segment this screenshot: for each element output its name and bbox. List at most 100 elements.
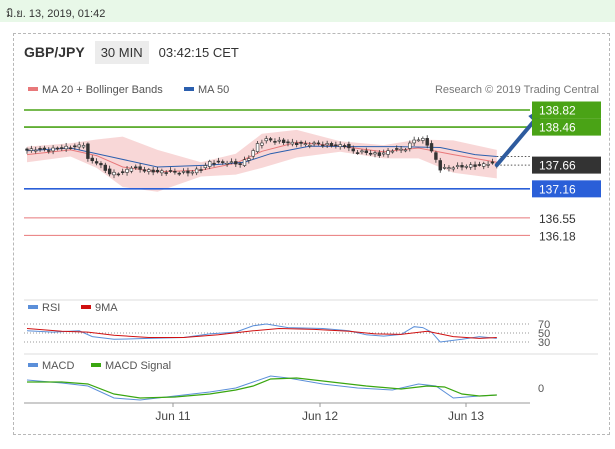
candle-body <box>334 144 338 147</box>
candle-body <box>151 169 155 173</box>
level-label-138.46: 138.46 <box>539 121 576 135</box>
candle-body <box>325 143 329 146</box>
forecast-arrow <box>494 114 541 168</box>
candle-body <box>203 165 208 169</box>
candle-body <box>225 162 229 165</box>
candle-body <box>138 166 142 170</box>
rsi-legend-entry-1: 9MA <box>95 302 118 314</box>
candle-body <box>386 150 390 155</box>
legend-entry-1: MA 50 <box>198 84 229 96</box>
x-axis: Jun 11 Jun 12 Jun 13 <box>24 402 530 423</box>
macd-panel: MACD MACD Signal 0 <box>24 353 598 401</box>
candle-body <box>73 145 77 148</box>
candle-body <box>25 148 29 151</box>
candle-body <box>134 166 138 169</box>
rsi-legend-swatch-0 <box>28 305 38 309</box>
candle-body <box>377 152 382 156</box>
candle-body <box>321 144 325 147</box>
macd-legend-entry-0: MACD <box>42 360 74 372</box>
candle-body <box>221 161 225 163</box>
legend-swatch-1 <box>184 87 194 91</box>
pair-title: GBP/JPY <box>24 44 85 60</box>
candle-body <box>477 164 482 166</box>
rsi-legend-entry-0: RSI <box>42 302 60 314</box>
credit-text: Research © 2019 Trading Central <box>435 84 599 96</box>
candle-body <box>294 142 299 145</box>
candle-body <box>47 150 51 152</box>
candle-body <box>177 172 181 175</box>
bollinger-band-layer <box>27 129 497 192</box>
candle-body <box>260 142 264 146</box>
candle-body <box>303 143 308 145</box>
candle-body <box>421 138 425 141</box>
candle-body <box>77 144 81 148</box>
candle-body <box>242 159 247 166</box>
candle-body <box>173 171 177 173</box>
date-time: มิ.ย. 13, 2019, 01:42 <box>6 8 106 20</box>
candle-body <box>251 150 255 157</box>
candle-body <box>425 138 429 146</box>
candle-body <box>442 167 447 169</box>
level-box-138.82 <box>532 101 601 119</box>
candle-body <box>125 168 129 173</box>
candle-body <box>268 138 273 141</box>
candle-body <box>390 150 395 153</box>
candle-body <box>486 164 490 166</box>
candle-body <box>316 142 321 145</box>
level-label-137.16: 137.16 <box>539 182 576 196</box>
ma50-line <box>26 145 497 168</box>
time-label: 03:42:15 CET <box>158 44 239 60</box>
candle-body <box>447 167 451 169</box>
x-tick-label: Jun 11 <box>155 409 190 423</box>
candle-body <box>229 161 234 164</box>
candle-body <box>403 149 408 152</box>
candle-body <box>129 167 134 172</box>
candle-body <box>107 168 112 175</box>
candle-body <box>238 163 242 165</box>
macd-legend-swatch-1 <box>91 363 101 367</box>
candle-body <box>116 173 121 176</box>
candle-body <box>490 161 495 164</box>
candle-body <box>408 142 412 149</box>
candle-body <box>64 145 68 150</box>
candle-body <box>216 160 221 163</box>
candle-body <box>290 141 295 145</box>
level-box-137.66 <box>532 156 601 174</box>
candles-layer <box>25 135 499 179</box>
candle-body <box>68 147 73 150</box>
candle-body <box>281 139 286 143</box>
macd-tick-0: 0 <box>538 383 544 395</box>
candle-body <box>329 143 334 147</box>
candle-body <box>451 167 455 170</box>
candle-body <box>255 143 260 152</box>
candle-body <box>355 152 360 154</box>
legend-entry-0: MA 20 + Bollinger Bands <box>42 84 163 96</box>
candle-body <box>199 169 203 171</box>
candle-body <box>338 144 342 148</box>
candle-body <box>155 169 160 173</box>
level-label-136.18: 136.18 <box>539 229 576 243</box>
legend-swatch-0 <box>28 87 38 91</box>
candle-body <box>473 164 477 167</box>
candle-body <box>99 163 103 166</box>
candle-body <box>60 147 64 149</box>
date-bar: มิ.ย. 13, 2019, 01:42 <box>0 0 615 22</box>
macd-legend-swatch-0 <box>28 363 38 367</box>
rsi-line <box>26 323 497 343</box>
candle-body <box>147 169 151 172</box>
candle-body <box>168 170 173 172</box>
timeframe-badge[interactable]: 30 MIN <box>94 40 149 64</box>
level-lines-layer <box>24 109 530 236</box>
rsi-tick-70: 70 <box>538 319 550 331</box>
candle-body <box>360 150 364 153</box>
candle-body <box>103 164 108 171</box>
candle-body <box>33 149 38 152</box>
legend-layer: MA 20 + Bollinger Bands MA 50 Research © 2… <box>28 84 599 96</box>
candle-body <box>273 141 277 143</box>
x-tick-label: Jun 13 <box>448 409 484 423</box>
bollinger-band <box>27 129 497 192</box>
candle-body <box>368 152 373 155</box>
candle-body <box>51 147 55 152</box>
candle-body <box>464 165 469 168</box>
